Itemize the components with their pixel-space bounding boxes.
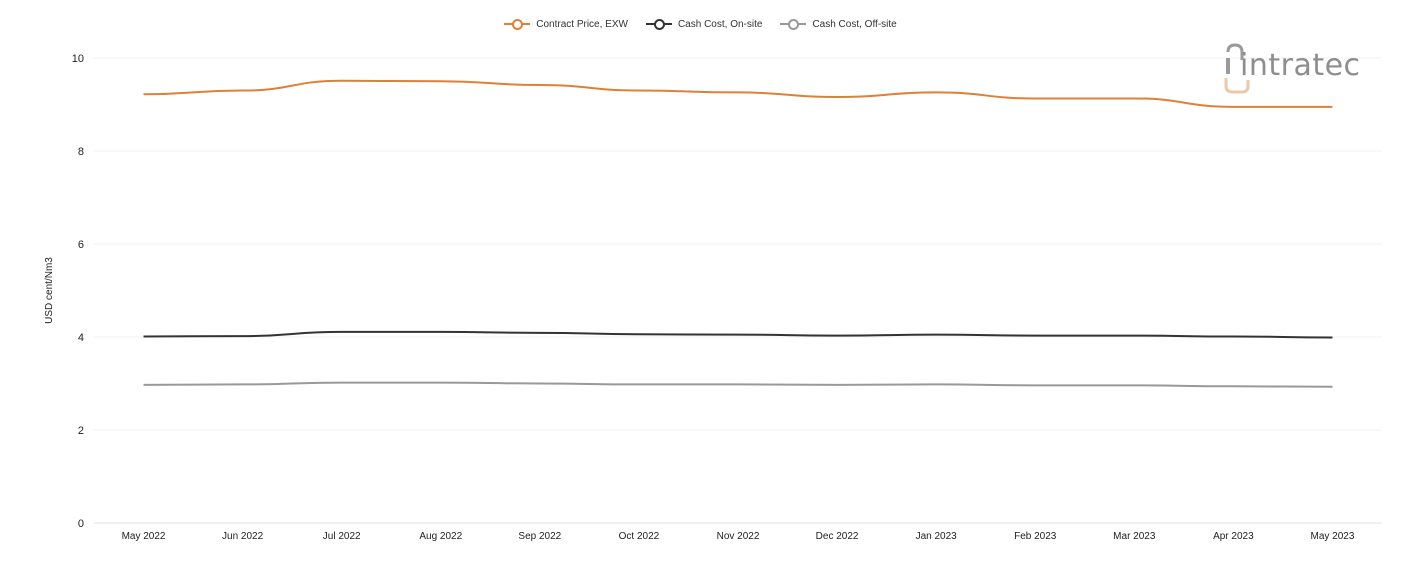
- x-tick-label: May 2022: [122, 531, 166, 542]
- legend-item[interactable]: Contract Price, EXW: [504, 19, 628, 30]
- x-tick-label: Dec 2022: [816, 531, 859, 542]
- x-tick-label: Jul 2022: [323, 531, 361, 542]
- legend-marker: [788, 19, 800, 30]
- y-tick-label: 8: [78, 146, 84, 158]
- legend: Contract Price, EXW Cash Cost, On-site Cas…: [0, 14, 1401, 34]
- legend-marker: [653, 19, 665, 30]
- y-tick-label: 4: [78, 332, 84, 344]
- legend-swatch: [645, 19, 672, 30]
- logo-text: intratec: [1240, 48, 1361, 83]
- series-line-1: [143, 79, 1333, 108]
- legend-label: Cash Cost, Off-site: [812, 18, 897, 30]
- x-tick-label: Jun 2022: [222, 531, 264, 542]
- x-tick-label: Apr 2023: [1213, 531, 1254, 542]
- x-tick-label: Nov 2022: [717, 531, 760, 542]
- series-line-2: [143, 330, 1333, 339]
- y-tick-label: 6: [78, 239, 84, 251]
- x-tick-label: May 2023: [1311, 531, 1355, 542]
- legend-item[interactable]: Cash Cost, Off-site: [780, 18, 897, 30]
- legend-swatch: [504, 19, 531, 30]
- x-tick-label: Feb 2023: [1014, 531, 1057, 542]
- x-tick-label: Oct 2022: [619, 531, 660, 542]
- logo-mark-icon: [1224, 43, 1250, 94]
- legend-label: Contract Price, EXW: [536, 18, 628, 30]
- legend-marker: [512, 19, 524, 30]
- x-tick-label: Aug 2022: [419, 531, 462, 542]
- series-line-3: [143, 381, 1333, 388]
- y-axis-label: USD cent/Nm3: [44, 257, 55, 324]
- legend-swatch: [780, 19, 807, 30]
- legend-label: Cash Cost, On-site: [677, 18, 763, 30]
- y-tick-label: 2: [78, 425, 84, 437]
- x-tick-label: Jan 2023: [916, 531, 958, 542]
- legend-item[interactable]: Cash Cost, On-site: [645, 18, 763, 30]
- x-tick-label: Mar 2023: [1113, 531, 1156, 542]
- intratec-logo: intratec: [1222, 42, 1372, 94]
- y-tick-label: 0: [78, 518, 84, 530]
- x-tick-label: Sep 2022: [518, 531, 561, 542]
- y-tick-label: 10: [72, 53, 84, 65]
